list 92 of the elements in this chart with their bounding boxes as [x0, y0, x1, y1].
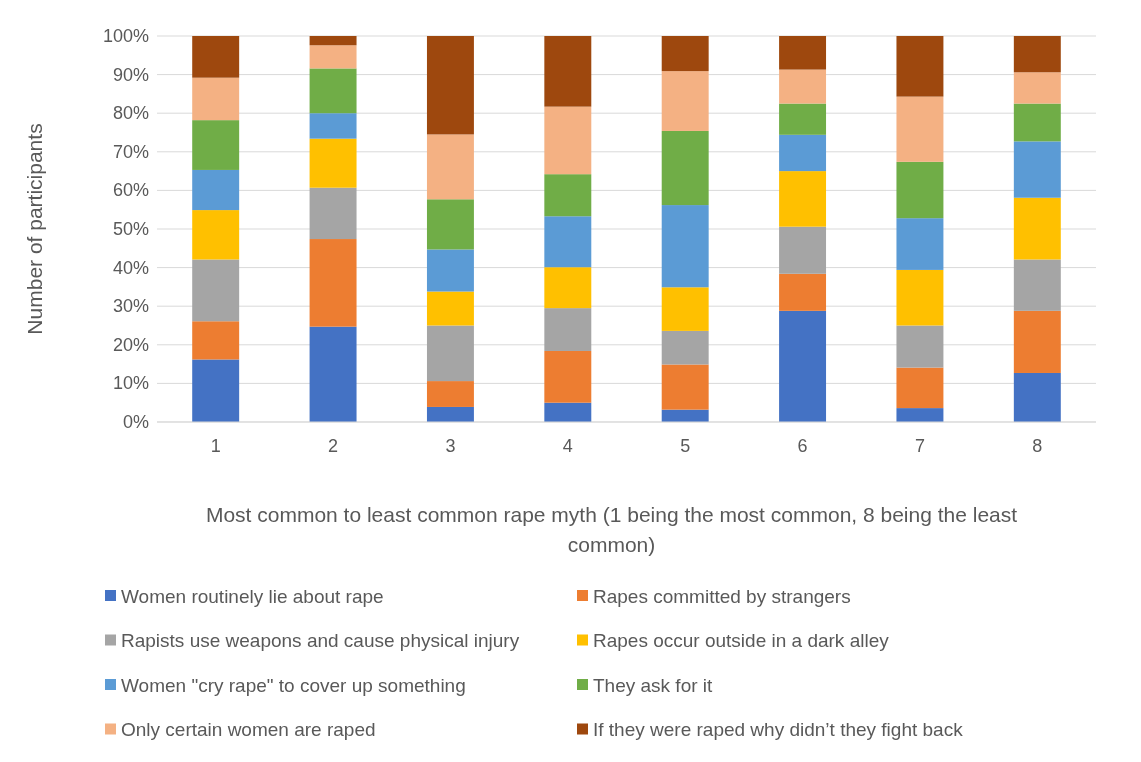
bar: [192, 36, 240, 78]
y-tick-label: 20%: [112, 334, 149, 355]
x-tick-label: 2: [328, 436, 339, 456]
bar: [544, 350, 592, 403]
bar: [661, 36, 709, 72]
bar: [192, 321, 240, 360]
bar: [779, 273, 827, 311]
y-tick-label: 0%: [122, 412, 149, 432]
x-tick-label: 4: [562, 436, 573, 456]
y-tick-label: 40%: [112, 257, 149, 278]
y-tick-label: 100%: [102, 26, 149, 46]
bar: [779, 134, 827, 172]
bar: [426, 249, 474, 292]
bar: [544, 106, 592, 175]
x-axis-title: Most common to least common rape myth (1 being the most common, 8 being the least common): [205, 502, 1018, 556]
bar: [661, 130, 709, 206]
bar: [896, 96, 944, 162]
bar: [779, 310, 827, 422]
bar: [896, 218, 944, 270]
bar: [661, 287, 709, 331]
legend-label: Rapes occur outside in a dark alley: [593, 630, 890, 651]
bar: [1013, 259, 1061, 311]
y-tick-label: 60%: [112, 180, 149, 201]
bar: [661, 71, 709, 131]
bar: [661, 205, 709, 288]
bar: [309, 68, 357, 114]
bar: [896, 325, 944, 368]
y-tick-label: 90%: [112, 64, 149, 85]
bar: [192, 77, 240, 121]
y-tick-label: 80%: [112, 103, 149, 124]
bar: [426, 325, 474, 382]
bar: [309, 239, 357, 327]
bar: [779, 103, 827, 135]
bar: [779, 69, 827, 104]
bar: [309, 138, 357, 188]
bar: [1013, 72, 1061, 104]
bar: [544, 36, 592, 107]
bar: [192, 359, 240, 422]
bar: [309, 45, 357, 69]
legend-label: Rapes committed by strangers: [593, 585, 851, 607]
y-axis-title: Number of participants: [22, 123, 46, 335]
x-tick-label: 7: [914, 436, 925, 456]
legend-label: Only certain women are raped: [121, 719, 376, 740]
x-tick-label: 6: [797, 436, 808, 456]
bar: [896, 36, 944, 97]
y-tick-label: 70%: [112, 141, 149, 162]
bar: [192, 169, 240, 211]
bar: [192, 259, 240, 322]
bar: [779, 171, 827, 227]
bar: [544, 402, 592, 422]
bar: [779, 36, 827, 70]
bar: [309, 36, 357, 46]
legend-label: Women "cry rape" to cover up something: [121, 674, 466, 696]
y-tick-label: 30%: [112, 296, 149, 317]
bar: [426, 381, 474, 407]
bar: [309, 326, 357, 422]
x-tick-label: 3: [445, 436, 456, 456]
bar: [1013, 141, 1061, 198]
bar: [544, 216, 592, 268]
bar: [426, 134, 474, 200]
bar: [896, 367, 944, 409]
bar: [544, 308, 592, 351]
bar: [426, 199, 474, 250]
bar: [779, 226, 827, 274]
bar: [1013, 372, 1061, 422]
bar: [896, 269, 944, 326]
legend-label: Rapists use weapons and cause physical injury: [121, 630, 520, 651]
bar: [896, 161, 944, 219]
bar: [1013, 36, 1061, 73]
legend-label: They ask for it: [593, 674, 714, 696]
bar: [544, 174, 592, 217]
y-tick-label: 50%: [112, 219, 149, 239]
bar: [1013, 310, 1061, 373]
bar: [192, 120, 240, 170]
bar: [309, 187, 357, 240]
x-tick-label: 8: [1032, 436, 1043, 456]
legend-label: If they were raped why didn’t they fight back: [593, 719, 964, 740]
x-tick-label: 1: [210, 436, 221, 456]
legend-label: Women routinely lie about rape: [121, 585, 384, 607]
x-tick-label: 5: [680, 436, 691, 456]
bar: [661, 330, 709, 365]
bar: [426, 406, 474, 422]
bar: [426, 291, 474, 326]
bar: [1013, 197, 1061, 260]
y-tick-label: 10%: [112, 373, 149, 394]
bar: [309, 113, 357, 139]
bar: [426, 36, 474, 135]
bar: [1013, 103, 1061, 142]
bar: [896, 408, 944, 422]
bar: [661, 364, 709, 410]
bar: [192, 210, 240, 260]
bar: [544, 267, 592, 309]
